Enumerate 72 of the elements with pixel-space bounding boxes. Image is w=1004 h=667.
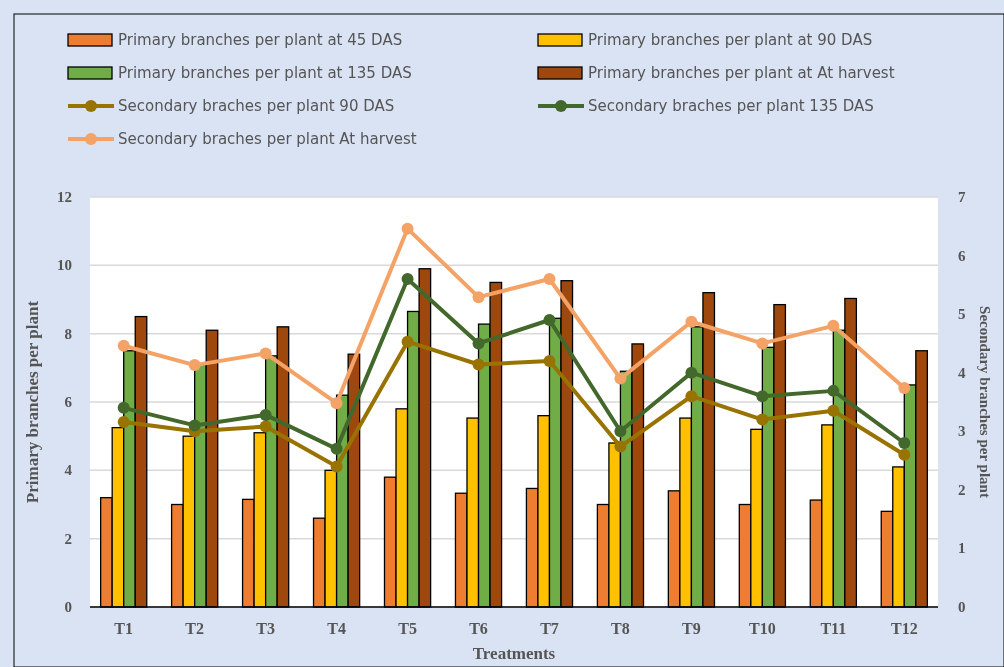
point [685, 390, 698, 403]
y-axis-title: Primary branches per plant [23, 300, 42, 504]
point [756, 413, 769, 426]
point [117, 401, 130, 414]
x-tick-label: T1 [114, 620, 134, 637]
point [827, 384, 840, 397]
y-tick-label: 6 [64, 394, 73, 410]
legend-label: Secondary braches per plant 135 DAS [588, 97, 874, 115]
point [685, 366, 698, 379]
x-tick-label: T6 [469, 620, 488, 637]
y-tick-label: 10 [57, 257, 72, 274]
point [827, 319, 840, 332]
y-tick-label: 12 [57, 189, 72, 205]
point [543, 314, 556, 326]
point [117, 415, 130, 428]
point [401, 273, 414, 285]
y2-tick-label: 2 [958, 481, 966, 498]
legend-label: Secondary braches per plant 90 DAS [118, 97, 395, 115]
point [330, 442, 343, 455]
point [259, 420, 272, 433]
x-axis-title: Treatments [472, 644, 556, 663]
x-tick-label: T2 [185, 620, 205, 637]
legend-label: Primary branches per plant at At harvest [588, 64, 895, 82]
x-tick-label: T7 [540, 620, 559, 637]
legend-label: Primary branches per plant at 135 DAS [118, 64, 412, 82]
point [472, 337, 485, 350]
point [259, 347, 272, 360]
point [685, 315, 698, 328]
point [117, 339, 130, 352]
point [472, 358, 485, 371]
point [898, 448, 911, 461]
y2-axis-title: Secondary branches per plant [977, 306, 993, 498]
point [330, 397, 343, 410]
point [614, 425, 627, 438]
y-tick-label: 0 [64, 599, 72, 615]
point [472, 291, 485, 304]
point [614, 372, 627, 385]
x-tick-label: T4 [327, 620, 346, 637]
y-tick-label: 8 [64, 325, 72, 342]
point [401, 335, 414, 348]
point [401, 222, 414, 235]
x-tick-label: T12 [890, 620, 918, 637]
point [188, 419, 201, 432]
legend-label: Primary branches per plant at 90 DAS [588, 31, 873, 49]
point [259, 408, 272, 421]
point [827, 404, 840, 417]
x-tick-label: T5 [398, 620, 417, 637]
y-tick-label: 4 [64, 462, 73, 479]
x-tick-label: T11 [820, 620, 847, 637]
point [188, 359, 201, 372]
point [543, 355, 556, 367]
legend-label: Secondary braches per plant At harvest [118, 130, 417, 148]
y2-tick-label: 4 [958, 364, 966, 381]
x-tick-label: T8 [611, 620, 630, 637]
x-tick-label: T9 [682, 620, 701, 637]
point [898, 381, 911, 394]
point [898, 437, 911, 449]
y2-tick-label: 5 [958, 306, 966, 323]
x-tick-label: T10 [749, 620, 776, 637]
y2-tick-label: 6 [958, 247, 966, 264]
y2-tick-label: 3 [958, 423, 966, 440]
y2-tick-label: 0 [958, 599, 966, 615]
point [756, 390, 769, 403]
legend-label: Primary branches per plant at 45 DAS [118, 31, 403, 49]
y2-tick-label: 7 [958, 189, 966, 205]
y2-tick-label: 1 [958, 540, 966, 557]
point [614, 440, 627, 453]
x-tick-label: T3 [256, 620, 275, 637]
point [543, 273, 556, 285]
y-tick-label: 2 [64, 530, 72, 547]
point [330, 460, 343, 473]
point [756, 337, 769, 350]
